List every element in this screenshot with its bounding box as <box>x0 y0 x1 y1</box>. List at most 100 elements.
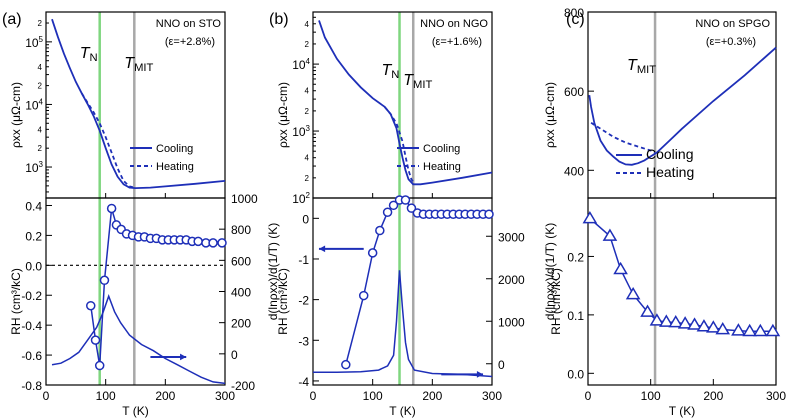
bottom-ytick-label: 0 <box>302 212 309 226</box>
top-ytick-label: 600 <box>564 85 584 99</box>
xtick-label: 100 <box>641 389 661 403</box>
top-minor-label: 4 <box>38 125 43 134</box>
rh-point <box>731 323 746 336</box>
top-minor-label: 4 <box>305 87 310 96</box>
arrow-left-head <box>318 245 326 253</box>
bottom-ytick-label: 0.1 <box>567 309 584 323</box>
bottom-y2tick-label: 1000 <box>231 192 258 206</box>
panel-title: NNO on SPGO <box>695 18 770 30</box>
rh-point <box>677 316 693 329</box>
rh-point <box>341 359 351 370</box>
panel-title: NNO on NGO <box>420 18 488 30</box>
xtick-label: 300 <box>766 389 786 403</box>
xtick-label: 200 <box>703 389 723 403</box>
xtick-label: 100 <box>96 389 116 403</box>
rh-point <box>613 261 628 275</box>
top-minor-label: 2 <box>38 144 43 153</box>
tmit-annotation: TMIT <box>124 55 153 74</box>
legend-cooling-label: Cooling <box>646 146 693 162</box>
top-ytick-label: 800 <box>564 6 584 20</box>
strain-label: (ε=+1.6%) <box>432 36 482 48</box>
xtick-label: 0 <box>43 389 50 403</box>
tmit-annotation: TMIT <box>403 72 432 91</box>
rh-point <box>742 323 757 337</box>
rh-point <box>753 323 768 337</box>
bottom-ytick-label: 0.0 <box>567 367 584 381</box>
top-ylabel: ρxx (μΩ-cm) <box>9 82 23 148</box>
bottom-ylabel: RH (cm³/kC) <box>276 268 290 335</box>
top-ylabel: ρxx (μΩ-cm) <box>543 82 557 148</box>
heating-line <box>590 122 656 154</box>
top-ylabel: ρxx (μΩ-cm) <box>276 82 290 148</box>
bottom-y2tick-label: 3000 <box>498 230 525 244</box>
rh-point <box>86 300 96 311</box>
rh-point <box>649 313 665 326</box>
rh-point <box>382 207 393 217</box>
bottom-ylabel: RH (cm³/kC) <box>9 268 23 335</box>
top-minor-label: 2 <box>305 107 310 116</box>
xtick-label: 100 <box>363 389 383 403</box>
legend-cooling-label: Cooling <box>423 143 460 155</box>
rh-point <box>625 286 641 300</box>
rh-point <box>106 203 117 214</box>
rh-point <box>582 210 598 224</box>
bottom-plot-frame <box>312 197 493 386</box>
rh-point <box>406 203 417 213</box>
panel-label: (a) <box>2 11 22 28</box>
xlabel: T (K) <box>669 404 695 418</box>
top-ytick-label: 400 <box>564 164 584 178</box>
cooling-line <box>318 20 493 186</box>
rh-point <box>208 238 218 248</box>
rh-line <box>589 217 773 332</box>
heating-line <box>81 92 136 189</box>
bottom-ytick-label: -0.6 <box>21 349 42 363</box>
rh-point <box>484 209 494 220</box>
rh-point <box>640 304 655 317</box>
bottom-y2tick-label: 400 <box>231 286 251 300</box>
top-ytick-label: 103 <box>25 160 43 175</box>
top-minor-label: 4 <box>305 154 310 163</box>
bottom-ytick-label: -4 <box>298 375 309 389</box>
bottom-y2tick-label: 2000 <box>498 273 525 287</box>
bottom-y2label: d(lnρxx)/d(1/T) (K) <box>266 223 280 321</box>
rh-point <box>668 314 684 328</box>
arrow-right-head <box>180 353 187 361</box>
rh-point <box>400 195 411 205</box>
bottom-y2tick-label: -200 <box>231 379 255 393</box>
panel-label: (b) <box>269 11 289 28</box>
top-minor-label: 4 <box>305 20 310 29</box>
arrow-right-head <box>476 371 484 378</box>
bottom-ytick-label: -0.2 <box>21 289 42 303</box>
top-minor-label: 2 <box>38 82 43 91</box>
bottom-ytick-label: -2 <box>298 294 309 308</box>
rh-point <box>659 314 674 327</box>
rh-point <box>696 319 712 332</box>
top-minor-label: 2 <box>305 174 310 183</box>
xtick-label: 300 <box>215 389 235 403</box>
top-minor-label: 4 <box>38 63 43 72</box>
legend-heating-label: Heating <box>646 164 694 180</box>
bottom-ytick-label: 0.2 <box>25 229 42 243</box>
rh-line <box>345 199 489 365</box>
rh-point <box>375 225 385 236</box>
legend-heating-label: Heating <box>423 161 461 173</box>
top-ytick-label: 102 <box>292 191 310 206</box>
tmit-annotation: TMIT <box>627 57 656 76</box>
cooling-line <box>588 46 777 166</box>
xtick-label: 0 <box>310 389 317 403</box>
top-minor-label: 2 <box>38 19 43 28</box>
rh-point <box>358 290 369 301</box>
bottom-y2tick-label: 0 <box>231 348 238 362</box>
top-minor-label: 2 <box>305 40 310 49</box>
top-ytick-label: 104 <box>292 57 310 72</box>
bottom-y2label: d(lnρxx)/d(1/T) (K) <box>543 223 557 321</box>
bottom-y2tick-label: 0 <box>498 358 505 372</box>
rh-point <box>602 228 618 241</box>
bottom-ytick-label: 0.4 <box>25 199 42 213</box>
xlabel: T (K) <box>389 404 415 418</box>
rh-point <box>367 248 378 258</box>
xtick-label: 200 <box>155 389 175 403</box>
top-ytick-label: 104 <box>25 97 43 112</box>
